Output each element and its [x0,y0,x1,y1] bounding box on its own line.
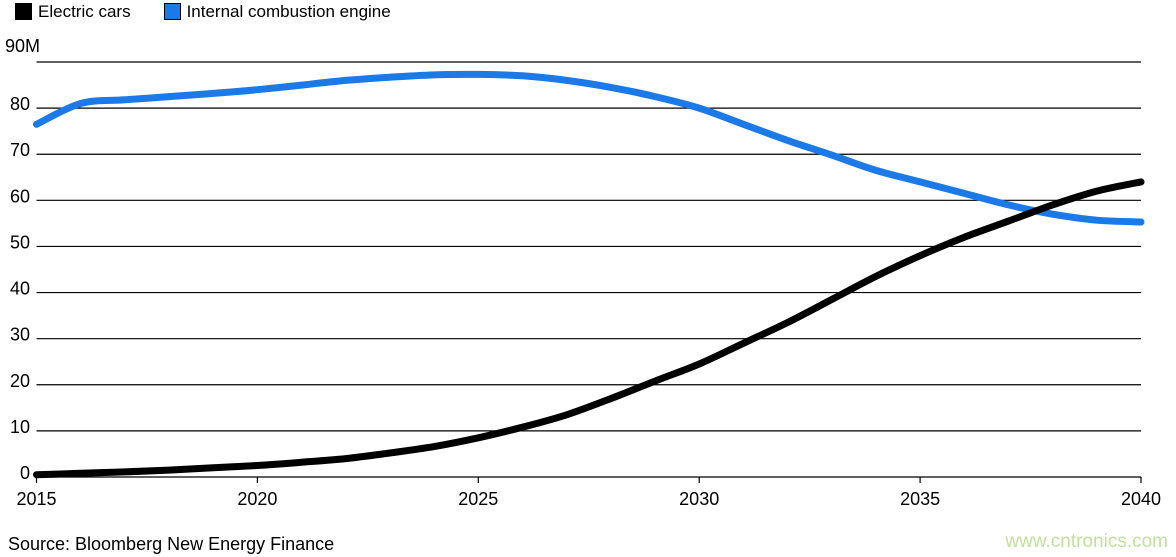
legend-label-internal-combustion: Internal combustion engine [186,2,391,21]
chart-legend: Electric cars Internal combustion engine [15,3,424,20]
legend-item-internal-combustion: Internal combustion engine [163,2,391,21]
y-axis-label: 10 [10,417,30,437]
legend-label-electric-cars: Electric cars [38,2,131,21]
x-axis-label: 2030 [679,489,719,509]
y-axis-label: 50 [10,232,30,252]
y-axis-label: 40 [10,279,30,299]
legend-item-electric-cars: Electric cars [15,3,131,20]
x-axis-label: 2025 [458,489,498,509]
x-axis-label: 2020 [237,489,277,509]
x-axis-label: 2040 [1121,489,1161,509]
y-axis-label: 90M [5,36,40,56]
y-axis-label: 60 [10,186,30,206]
y-axis-label: 0 [20,463,30,483]
x-axis-label: 2015 [16,489,56,509]
series-line-electric-cars [33,178,1145,479]
watermark-text: www.cntronics.com [1005,531,1168,552]
y-axis-label: 80 [10,94,30,114]
x-axis-label: 2035 [900,489,940,509]
series-line-internal-combustion-engine [33,70,1145,226]
legend-swatch-electric-cars [15,3,32,20]
y-axis-label: 70 [10,140,30,160]
legend-swatch-internal-combustion [163,3,181,20]
y-axis-label: 20 [10,371,30,391]
source-attribution: Source: Bloomberg New Energy Finance [8,534,335,554]
y-axis-label: 30 [10,325,30,345]
